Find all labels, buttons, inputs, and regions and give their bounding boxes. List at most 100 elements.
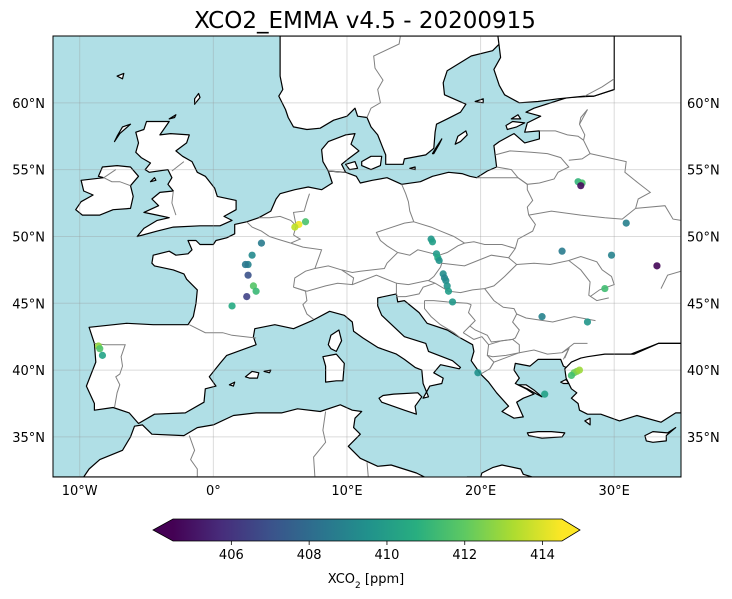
xco2-point [243, 292, 251, 301]
xco2-point [558, 247, 566, 255]
lat-tick-label: 40°N [687, 364, 720, 379]
border-serbia-romania [484, 288, 518, 315]
colorbar-extend-max [562, 519, 580, 541]
border-austria-slovenia [396, 280, 429, 286]
land-mallorca [244, 370, 260, 379]
xco2-point [241, 260, 250, 269]
lat-tick-label: 60°N [687, 97, 720, 112]
land-libya-egypt [466, 464, 681, 477]
lon-tick-labels: 10°W 0° 10°E 20°E 30°E [62, 484, 630, 499]
lat-tick-label: 35°N [12, 431, 45, 446]
xco2-point [577, 182, 585, 190]
xco2-point [228, 302, 236, 310]
border-germany-denmark [328, 170, 346, 173]
chart-title: XCO2_EMMA v4.5 - 20200915 [194, 8, 536, 34]
lat-tick-label: 55°N [687, 164, 720, 179]
lat-tick-label: 50°N [687, 230, 720, 245]
border-belarus-russia [589, 153, 652, 209]
land-anatolia [564, 342, 681, 423]
border-finland-russia [584, 78, 615, 97]
land-faroes [116, 72, 125, 80]
lon-tick-label: 10°W [62, 484, 98, 499]
border-scotland-england [171, 161, 185, 172]
lat-tick-label: 40°N [12, 364, 45, 379]
xco2-point [653, 262, 661, 270]
border-hungary-serbia-croatia [428, 280, 485, 294]
land-bornholm [409, 166, 416, 171]
border-libya-tunisia-algeria [366, 462, 369, 477]
border-italy-austria [352, 274, 397, 296]
lat-tick-label: 50°N [12, 230, 45, 245]
colorbar-extend-min [153, 519, 173, 541]
border-germany-poland [401, 184, 415, 222]
border-norway-sweden [366, 36, 401, 118]
colorbar-outline [152, 518, 581, 542]
colorbar-tick-label: 412 [452, 548, 477, 563]
border-north-macedonia [487, 338, 520, 358]
xco2-point [448, 298, 457, 306]
xco2-point [622, 219, 630, 227]
border-czech-austria [397, 249, 440, 256]
border-slovakia-hungary [441, 254, 509, 267]
xco2-point [98, 351, 107, 359]
xco2-point [252, 287, 260, 295]
border-france-belgium-lux [246, 221, 291, 244]
land-gotland [454, 130, 468, 145]
xco2-point [244, 271, 252, 279]
border-slovenia-croatia [396, 282, 436, 298]
border-spain-portugal [94, 342, 126, 408]
border-wales-england [171, 190, 177, 216]
colorbar-tick-label: 408 [297, 548, 322, 563]
border-ukraine-russia-south [660, 270, 681, 289]
border-netherlands-germany [292, 193, 310, 226]
lat-tick-label: 35°N [687, 431, 720, 446]
border-turkey-greece [564, 348, 570, 359]
lat-tick-label: 60°N [12, 97, 45, 112]
lon-tick-label: 30°E [599, 484, 630, 499]
xco2-point [435, 256, 443, 265]
colorbar-tick-label: 414 [530, 548, 555, 563]
border-hungary-romania [484, 257, 518, 290]
land-orkney [168, 114, 177, 120]
xco2-point [96, 345, 104, 353]
land-evia [517, 384, 543, 398]
border-serbia-bulgaria [512, 313, 520, 340]
xco2-point [474, 369, 482, 377]
border-lux-germany [290, 234, 302, 244]
colorbar-tick-label: 406 [219, 548, 244, 563]
border-czech-poland [413, 221, 465, 244]
lat-tick-label: 55°N [12, 164, 45, 179]
border-czech-slovakia [439, 242, 465, 256]
xco2-point [444, 287, 453, 295]
data-points [94, 178, 661, 398]
border-bulgaria-turkey [561, 342, 588, 354]
border-northern-ireland [102, 169, 131, 187]
land-shetland [194, 92, 201, 105]
land-scandinavia [278, 36, 502, 165]
border-latvia-estonia [539, 130, 584, 141]
border-lithuania [495, 150, 570, 185]
xco2-point [301, 218, 310, 226]
xco2-point [291, 223, 299, 231]
xco2-point [249, 282, 258, 290]
land-cyprus [644, 427, 677, 443]
border-france-spain [189, 324, 257, 339]
border-libya-egypt [547, 482, 550, 490]
land-isle-of-man [149, 177, 157, 183]
border-croatia-bosnia [424, 300, 472, 306]
land-lesbos [560, 378, 570, 385]
land-ireland [75, 165, 140, 216]
colorbar-ticks: 406 408 410 412 414 [219, 541, 555, 563]
map-area [53, 36, 681, 490]
country-borders [94, 36, 681, 490]
xco2-point [583, 318, 592, 326]
border-ukraine-russia [635, 205, 681, 221]
lon-tick-label: 10°E [331, 484, 362, 499]
lat-tick-labels-left: 35°N 40°N 45°N 50°N 55°N 60°N [12, 97, 45, 446]
land-sicily [378, 392, 423, 415]
land-aland [474, 98, 484, 104]
xco2-point [428, 238, 437, 246]
xco2-point [257, 239, 266, 247]
land-north-africa [53, 404, 426, 477]
